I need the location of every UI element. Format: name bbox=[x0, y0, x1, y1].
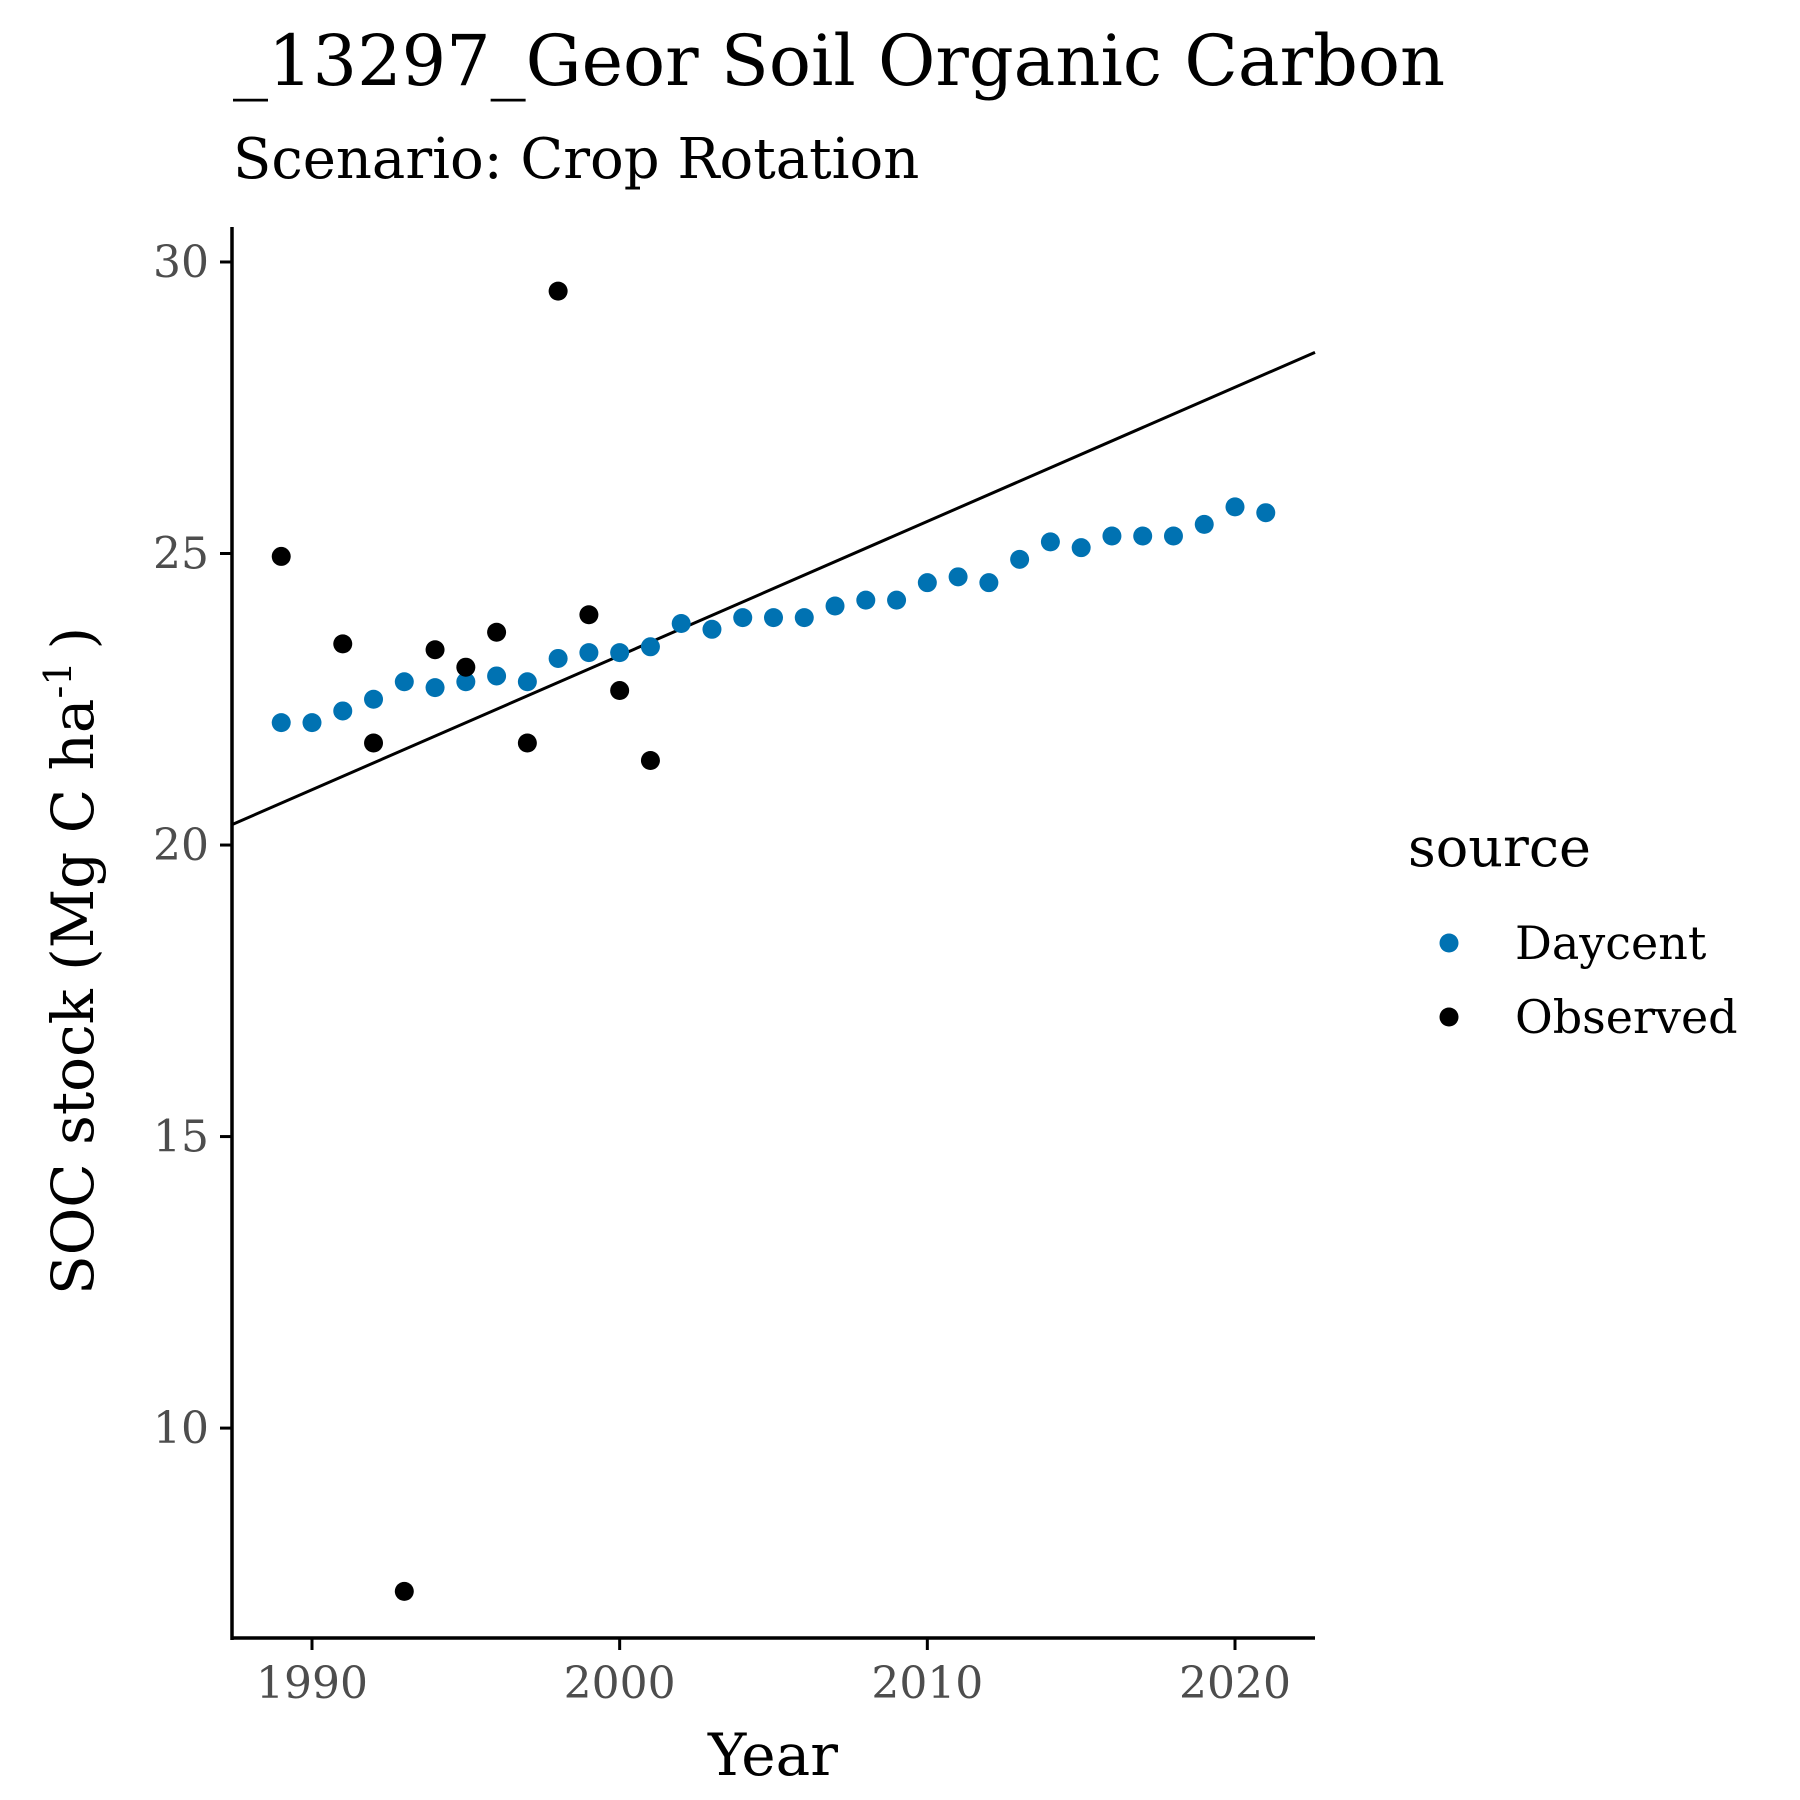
observed-point bbox=[487, 622, 507, 642]
chart-subtitle: Scenario: Crop Rotation bbox=[233, 127, 919, 192]
observed-point bbox=[517, 733, 537, 753]
y-axis-title-sup: -1 bbox=[36, 661, 80, 698]
observed-point bbox=[333, 634, 353, 654]
daycent-point bbox=[1133, 526, 1153, 546]
daycent-point bbox=[1102, 526, 1122, 546]
daycent-point bbox=[825, 596, 845, 616]
daycent-point bbox=[548, 648, 568, 668]
legend-items: Daycent Observed bbox=[1439, 916, 1738, 1044]
daycent-point bbox=[394, 672, 414, 692]
daycent-point bbox=[487, 666, 507, 686]
daycent-point bbox=[640, 637, 660, 657]
y-tick-label: 20 bbox=[153, 820, 209, 871]
daycent-point bbox=[1225, 497, 1245, 517]
x-tick-label: 2000 bbox=[564, 1658, 676, 1709]
y-axis-ticks: 10 15 20 25 30 bbox=[153, 237, 232, 1454]
y-tick-label: 30 bbox=[153, 237, 209, 288]
daycent-point bbox=[948, 567, 968, 587]
daycent-point bbox=[1071, 538, 1091, 558]
observed-point bbox=[640, 750, 660, 770]
trend-line bbox=[231, 350, 1316, 827]
legend-key-observed bbox=[1439, 1007, 1459, 1027]
plot-area bbox=[231, 281, 1316, 1601]
observed-point bbox=[579, 605, 599, 625]
daycent-point bbox=[517, 672, 537, 692]
daycent-point bbox=[333, 701, 353, 721]
observed-point bbox=[548, 281, 568, 301]
y-tick-label: 15 bbox=[153, 1112, 209, 1163]
daycent-point bbox=[1256, 503, 1276, 523]
daycent-point bbox=[794, 608, 814, 628]
daycent-point bbox=[979, 573, 999, 593]
y-axis-title-close: ) bbox=[39, 627, 107, 650]
observed-point bbox=[425, 640, 445, 660]
daycent-point bbox=[579, 643, 599, 663]
observed-point bbox=[271, 546, 291, 566]
observed-point bbox=[456, 657, 476, 677]
y-tick-label: 25 bbox=[153, 529, 209, 580]
observed-point bbox=[364, 733, 384, 753]
daycent-point bbox=[456, 672, 476, 692]
daycent-point bbox=[1163, 526, 1183, 546]
legend-title: source bbox=[1408, 816, 1591, 879]
legend-label-daycent: Daycent bbox=[1515, 916, 1707, 970]
legend-key-daycent bbox=[1439, 933, 1459, 953]
legend: source Daycent Observed bbox=[1408, 816, 1738, 1044]
y-axis-title-main: SOC stock (Mg C ha bbox=[39, 699, 107, 1295]
daycent-point bbox=[1040, 532, 1060, 552]
daycent-point bbox=[610, 643, 630, 663]
y-tick-label: 10 bbox=[153, 1403, 209, 1454]
daycent-point bbox=[302, 713, 322, 733]
x-tick-label: 2010 bbox=[871, 1658, 983, 1709]
daycent-point bbox=[671, 613, 691, 633]
daycent-point bbox=[856, 590, 876, 610]
observed-point bbox=[610, 681, 630, 701]
daycent-point bbox=[271, 713, 291, 733]
svg-text:SOC stock (Mg C ha-1): SOC stock (Mg C ha-1) bbox=[36, 627, 107, 1295]
daycent-point bbox=[702, 619, 722, 639]
daycent-point bbox=[1010, 549, 1030, 569]
chart-title: _13297_Geor Soil Organic Carbon bbox=[233, 20, 1445, 102]
daycent-point bbox=[764, 608, 783, 628]
daycent-point bbox=[917, 573, 937, 593]
daycent-point bbox=[887, 590, 907, 610]
y-axis-title: SOC stock (Mg C ha-1) bbox=[36, 627, 107, 1295]
legend-label-observed: Observed bbox=[1515, 990, 1738, 1044]
daycent-point bbox=[1194, 514, 1214, 534]
x-axis-ticks: 1990 2000 2010 2020 bbox=[256, 1638, 1291, 1709]
daycent-point bbox=[364, 689, 384, 709]
x-axis-title: Year bbox=[707, 1721, 838, 1789]
observed-point bbox=[394, 1581, 414, 1601]
x-tick-label: 2020 bbox=[1179, 1658, 1291, 1709]
daycent-point bbox=[733, 608, 753, 628]
daycent-point bbox=[425, 678, 445, 698]
x-tick-label: 1990 bbox=[256, 1658, 368, 1709]
